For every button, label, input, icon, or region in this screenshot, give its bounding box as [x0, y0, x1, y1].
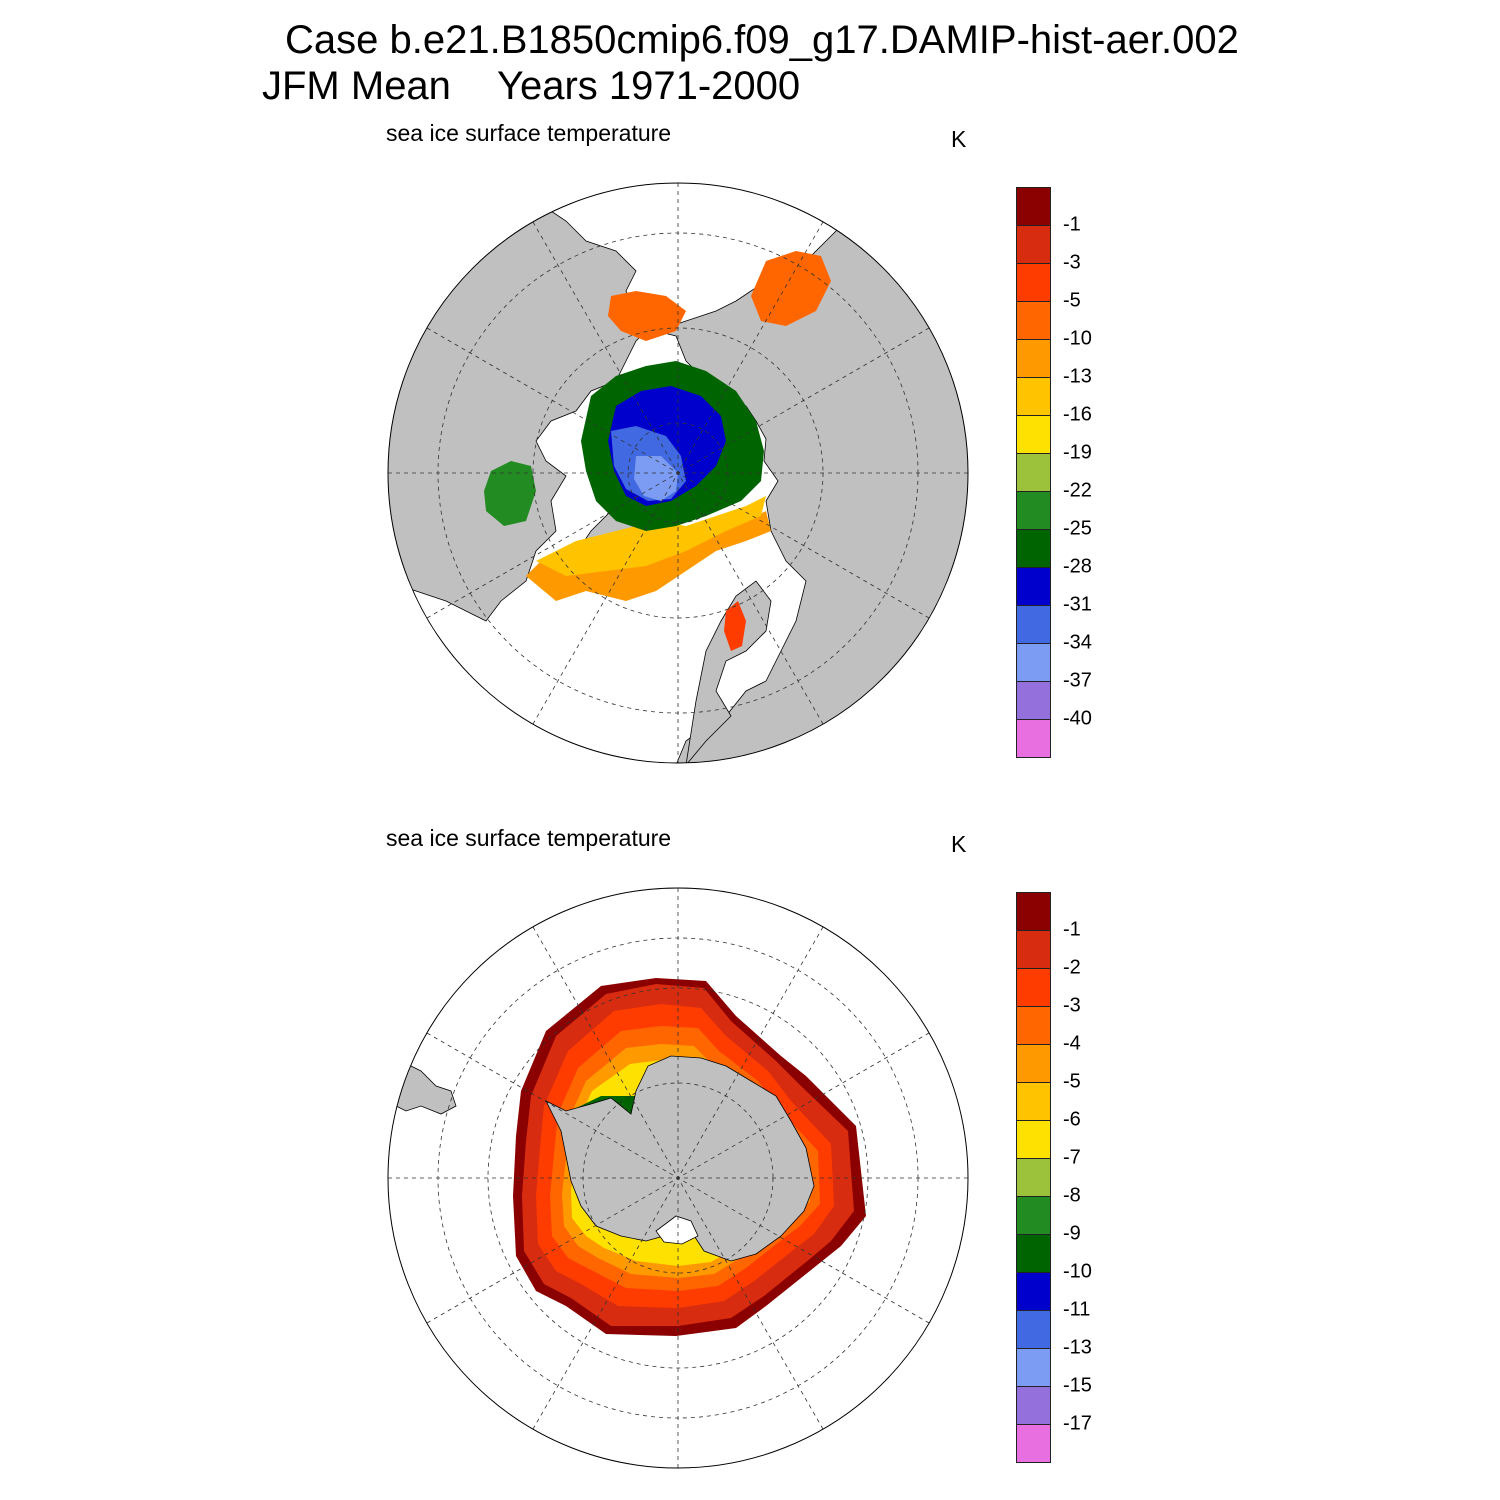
north-ice-hudson	[484, 461, 536, 526]
north-colorbar-segment	[1016, 415, 1051, 454]
north-colorbar-tick-label: -25	[1063, 517, 1092, 540]
north-colorbar-tick-label: -34	[1063, 631, 1092, 654]
north-ice-margin-yellow	[536, 496, 766, 576]
south-colorbar-tick-label: -1	[1063, 918, 1081, 941]
south-colorbar-segment	[1016, 1234, 1051, 1273]
south-colorbar-segment	[1016, 1006, 1051, 1045]
north-colorbar-segment	[1016, 263, 1051, 302]
south-colorbar-tick-label: -3	[1063, 994, 1081, 1017]
south-colorbar-tick-label: -4	[1063, 1032, 1081, 1055]
south-polar-map	[387, 887, 969, 1469]
south-colorbar-segment	[1016, 1044, 1051, 1083]
north-colorbar-tick-label: -13	[1063, 365, 1092, 388]
north-colorbar-segment	[1016, 491, 1051, 530]
south-colorbar-tick-label: -11	[1063, 1298, 1091, 1321]
north-colorbar-tick-label: -16	[1063, 403, 1092, 426]
north-colorbar-segment	[1016, 453, 1051, 492]
north-colorbar-segment	[1016, 529, 1051, 568]
south-colorbar-segment	[1016, 1082, 1051, 1121]
season-label: JFM Mean	[262, 64, 451, 108]
figure-subtitle: JFM Mean Years 1971-2000	[262, 64, 800, 109]
south-colorbar	[1016, 892, 1051, 1463]
years-label: Years 1971-2000	[496, 64, 801, 108]
south-colorbar-tick-label: -5	[1063, 1070, 1081, 1093]
north-colorbar-tick-label: -40	[1063, 707, 1092, 730]
south-colorbar-tick-label: -13	[1063, 1336, 1092, 1359]
south-colorbar-segment	[1016, 892, 1051, 931]
north-polar-map	[387, 182, 969, 764]
north-colorbar-tick-label: -22	[1063, 479, 1092, 502]
north-units-label: K	[951, 126, 967, 152]
south-colorbar-segment	[1016, 1196, 1051, 1235]
south-colorbar-segment	[1016, 1310, 1051, 1349]
north-colorbar-segment	[1016, 719, 1051, 758]
south-colorbar-segment	[1016, 968, 1051, 1007]
north-panel-label: sea ice surface temperature	[386, 120, 672, 146]
south-colorbar-segment	[1016, 930, 1051, 969]
north-ice-bering	[608, 291, 686, 341]
south-colorbar-tick-label: -9	[1063, 1222, 1081, 1245]
north-colorbar-segment	[1016, 225, 1051, 264]
north-colorbar-tick-label: -19	[1063, 441, 1092, 464]
figure-title: Case b.e21.B1850cmip6.f09_g17.DAMIP-hist…	[285, 18, 1239, 62]
north-ice-okhotsk	[751, 251, 831, 326]
north-colorbar-segment	[1016, 681, 1051, 720]
north-colorbar-tick-label: -31	[1063, 593, 1092, 616]
south-colorbar-segment	[1016, 1348, 1051, 1387]
south-colorbar-tick-label: -10	[1063, 1260, 1092, 1283]
north-colorbar-tick-label: -3	[1063, 251, 1081, 274]
north-colorbar-segment	[1016, 643, 1051, 682]
north-colorbar-segment	[1016, 567, 1051, 606]
south-colorbar-segment	[1016, 1120, 1051, 1159]
south-colorbar-segment	[1016, 1158, 1051, 1197]
south-panel-label: sea ice surface temperature	[386, 825, 672, 851]
south-colorbar-tick-label: -2	[1063, 956, 1081, 979]
north-colorbar-segment	[1016, 605, 1051, 644]
north-colorbar-segment	[1016, 339, 1051, 378]
south-colorbar-tick-label: -17	[1063, 1412, 1092, 1435]
south-colorbar-segment	[1016, 1386, 1051, 1425]
north-colorbar-tick-label: -1	[1063, 213, 1081, 236]
north-ice-baltic	[724, 601, 746, 651]
south-colorbar-tick-label: -8	[1063, 1184, 1081, 1207]
north-colorbar-tick-label: -5	[1063, 289, 1081, 312]
south-colorbar-tick-label: -15	[1063, 1374, 1092, 1397]
north-graticule	[388, 183, 968, 763]
south-colorbar-segment	[1016, 1272, 1051, 1311]
south-colorbar-tick-label: -6	[1063, 1108, 1081, 1131]
north-colorbar-tick-label: -28	[1063, 555, 1092, 578]
south-colorbar-tick-label: -7	[1063, 1146, 1081, 1169]
south-map-border	[387, 887, 969, 1469]
south-colorbar-segment	[1016, 1424, 1051, 1463]
north-colorbar-segment	[1016, 301, 1051, 340]
north-colorbar-segment	[1016, 377, 1051, 416]
north-map-border	[387, 182, 969, 764]
south-land-antarctica	[545, 1055, 815, 1262]
south-units-label: K	[951, 831, 967, 857]
north-colorbar-tick-label: -37	[1063, 669, 1092, 692]
north-colorbar-segment	[1016, 187, 1051, 226]
north-colorbar-tick-label: -10	[1063, 327, 1092, 350]
north-land-europe	[685, 580, 772, 763]
south-ross-shelf	[655, 1215, 699, 1245]
north-colorbar	[1016, 187, 1051, 758]
south-graticule	[388, 888, 968, 1468]
north-ice-lightblue	[634, 456, 678, 501]
